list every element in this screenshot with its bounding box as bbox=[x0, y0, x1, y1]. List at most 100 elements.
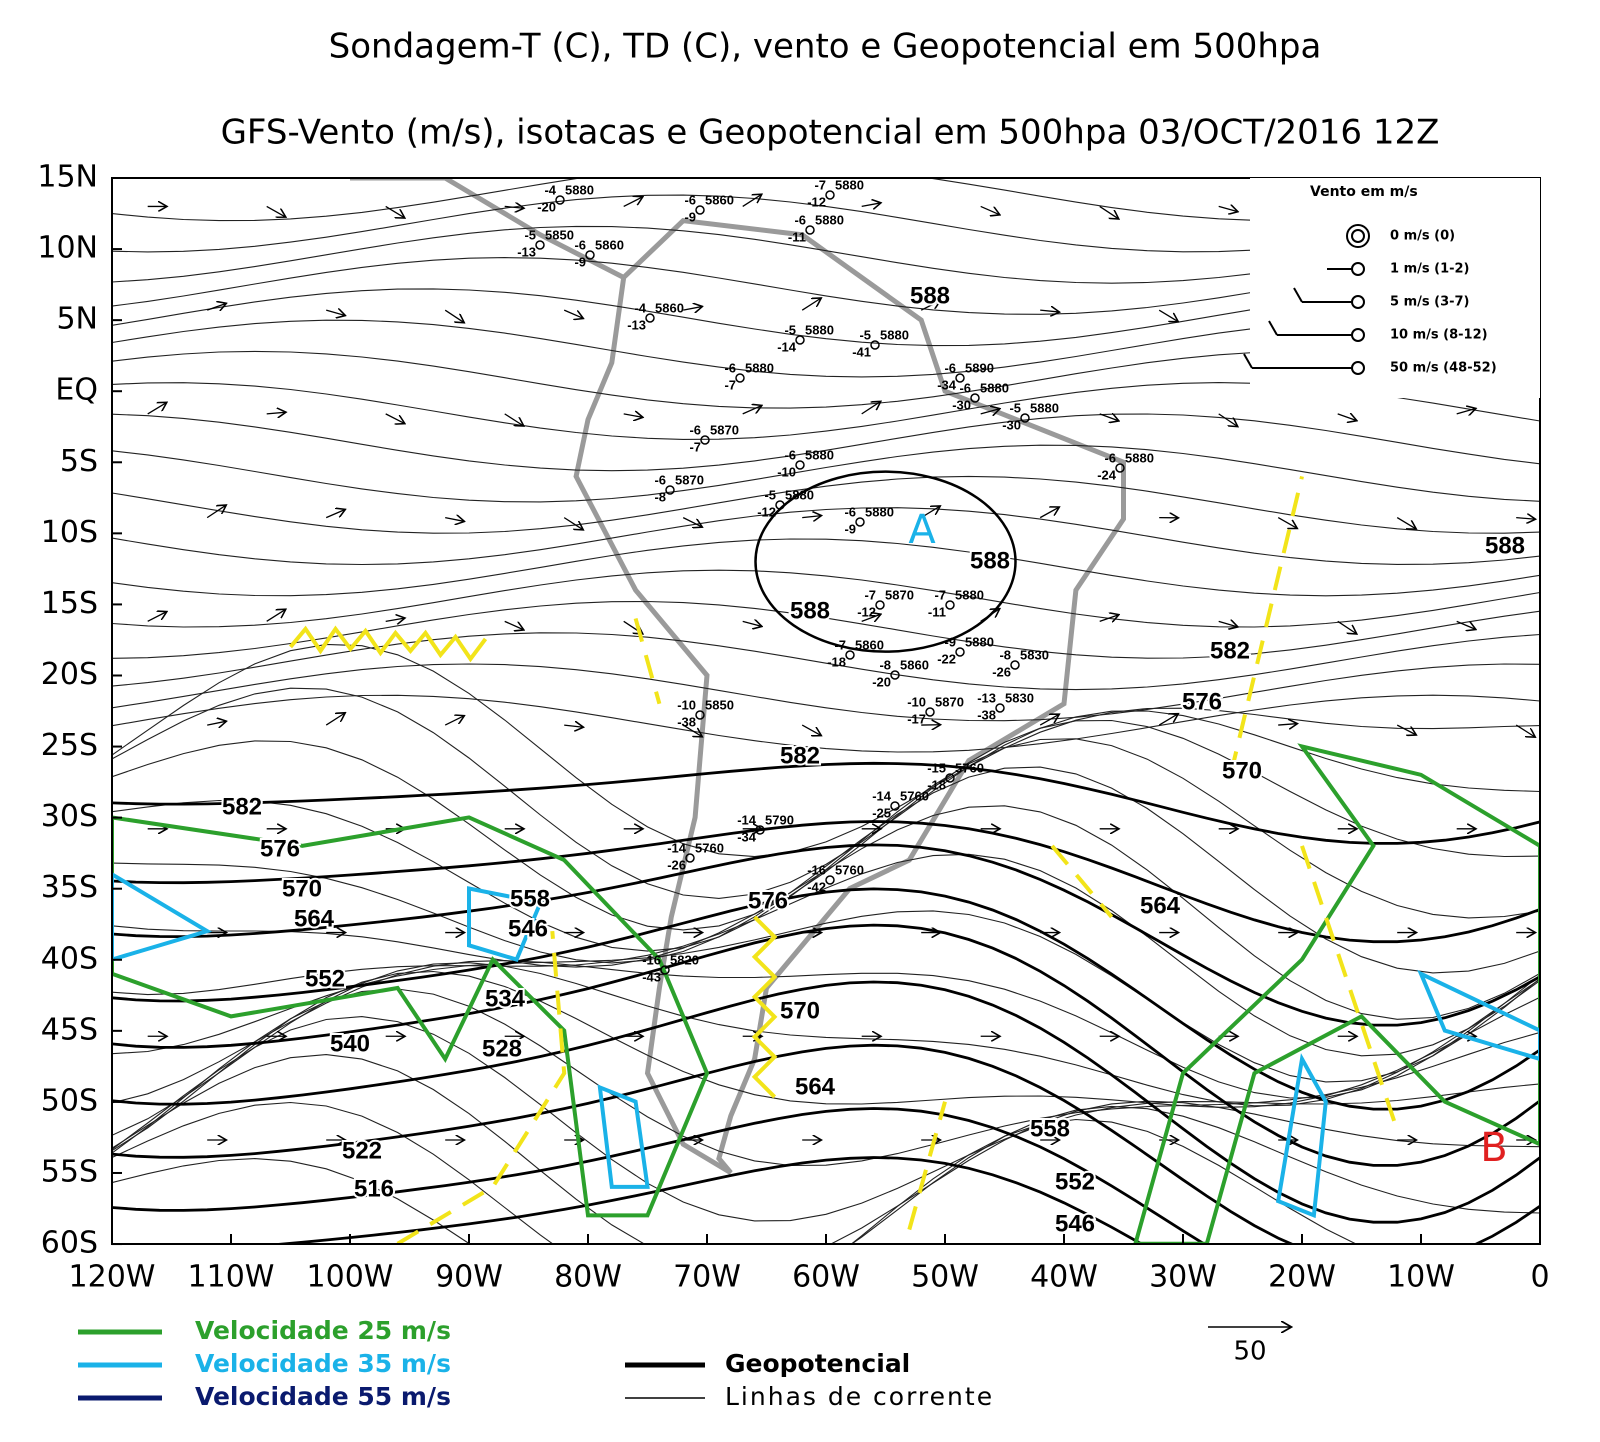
station-temp: -6 bbox=[574, 237, 586, 252]
lat-label: 10S bbox=[41, 515, 98, 550]
station-dewpoint: -24 bbox=[1097, 467, 1117, 482]
station-dewpoint: -12 bbox=[857, 604, 876, 619]
lon-label: 120W bbox=[69, 1260, 156, 1295]
station-dewpoint: -20 bbox=[872, 674, 891, 689]
wind-arrow bbox=[207, 721, 225, 725]
station-temp: -13 bbox=[977, 690, 996, 705]
station-temp: -6 bbox=[654, 472, 666, 487]
station-height: 5880 bbox=[955, 587, 984, 602]
wind-arrow bbox=[1219, 414, 1237, 426]
contour-label: 558 bbox=[510, 885, 550, 912]
wind-arrow bbox=[267, 206, 285, 216]
station-height: 5880 bbox=[785, 487, 814, 502]
station-temp: -8 bbox=[999, 647, 1011, 662]
station-temp: -4 bbox=[634, 300, 646, 315]
station-dewpoint: -18 bbox=[927, 777, 946, 792]
contour-label: 558 bbox=[1030, 1115, 1070, 1142]
wind-arrow bbox=[1159, 310, 1177, 321]
lat-label: 25S bbox=[41, 728, 98, 763]
lat-label: EQ bbox=[55, 373, 98, 408]
wind-arrow bbox=[1278, 724, 1296, 725]
station-height: 5830 bbox=[1005, 690, 1034, 705]
contour-label: 546 bbox=[508, 915, 548, 942]
station-height: 5860 bbox=[655, 300, 684, 315]
station-dewpoint: -38 bbox=[677, 714, 696, 729]
station bbox=[826, 191, 834, 199]
station-dewpoint: -7 bbox=[689, 439, 701, 454]
station bbox=[826, 876, 834, 884]
lon-label: 100W bbox=[307, 1260, 394, 1295]
subtitle: GFS-Vento (m/s), isotacas e Geopotencial… bbox=[221, 113, 1440, 153]
wind-arrow bbox=[1338, 621, 1356, 633]
station-height: 5880 bbox=[805, 322, 834, 337]
contour-label: 522 bbox=[342, 1137, 382, 1164]
contour-label: 570 bbox=[1222, 757, 1262, 784]
station-height: 5760 bbox=[835, 862, 864, 877]
wind-arrow bbox=[267, 412, 285, 414]
station-temp: -6 bbox=[689, 422, 701, 437]
station bbox=[1011, 661, 1019, 669]
isotach bbox=[112, 874, 207, 959]
station-dewpoint: -13 bbox=[517, 244, 536, 259]
station-temp: -16 bbox=[642, 952, 661, 967]
contour-label: 570 bbox=[780, 997, 820, 1024]
wind-arrow bbox=[624, 197, 642, 206]
wind-arrow bbox=[445, 310, 463, 322]
station-dewpoint: -18 bbox=[827, 654, 846, 669]
station-dewpoint: -42 bbox=[807, 879, 826, 894]
station-dewpoint: -43 bbox=[642, 969, 661, 984]
wind-arrow bbox=[862, 203, 880, 206]
station-height: 5880 bbox=[745, 360, 774, 375]
station-temp: -7 bbox=[814, 177, 826, 192]
station-dewpoint: -8 bbox=[654, 489, 666, 504]
station-height: 5870 bbox=[935, 694, 964, 709]
legend-label: 50 m/s (48-52) bbox=[1390, 361, 1497, 376]
legend-label: Linhas de corrente bbox=[725, 1382, 994, 1411]
station bbox=[796, 461, 804, 469]
contour-label: 564 bbox=[1140, 892, 1181, 919]
station bbox=[946, 601, 954, 609]
station-height: 5760 bbox=[900, 788, 929, 803]
station bbox=[871, 341, 879, 349]
station-dewpoint: -30 bbox=[1002, 417, 1021, 432]
station-temp: -7 bbox=[934, 587, 946, 602]
streamline bbox=[112, 1120, 1540, 1333]
wind-arrow bbox=[505, 621, 523, 629]
wind-arrow bbox=[1040, 310, 1058, 312]
station-height: 5880 bbox=[980, 380, 1009, 395]
contour-label: 588 bbox=[790, 597, 830, 624]
legend-label: 0 m/s (0) bbox=[1390, 229, 1455, 244]
station bbox=[556, 196, 564, 204]
station-dewpoint: -34 bbox=[937, 377, 957, 392]
station-dewpoint: -12 bbox=[807, 194, 826, 209]
station bbox=[646, 314, 654, 322]
streamline bbox=[112, 664, 1540, 721]
station-temp: -5 bbox=[764, 487, 776, 502]
station-height: 5880 bbox=[965, 634, 994, 649]
legend-label: Geopotencial bbox=[725, 1349, 910, 1378]
lon-label: 70W bbox=[673, 1260, 741, 1295]
scale-label: 50 bbox=[1233, 1337, 1266, 1367]
station bbox=[876, 601, 884, 609]
lat-label: 60S bbox=[41, 1226, 98, 1261]
wind-arrow bbox=[802, 725, 820, 735]
wind-arrow bbox=[802, 299, 820, 311]
geopotential-line bbox=[112, 763, 1540, 843]
isotach bbox=[1278, 1059, 1326, 1215]
station-dewpoint: -9 bbox=[574, 254, 586, 269]
station bbox=[736, 374, 744, 382]
station-height: 5850 bbox=[545, 227, 574, 242]
station bbox=[926, 708, 934, 716]
wind-arrow bbox=[445, 716, 463, 725]
trough-axis bbox=[636, 619, 660, 704]
lon-label: 60W bbox=[792, 1260, 860, 1295]
lon-label: 0 bbox=[1530, 1260, 1549, 1295]
trough-axis bbox=[755, 917, 775, 1097]
lon-label: 40W bbox=[1030, 1260, 1098, 1295]
wind-arrow bbox=[148, 612, 166, 621]
title: Sondagem-T (C), TD (C), vento e Geopoten… bbox=[329, 27, 1322, 67]
legend-label: 10 m/s (8-12) bbox=[1390, 328, 1488, 343]
station-height: 5880 bbox=[805, 447, 834, 462]
pressure-center: B bbox=[1480, 1125, 1507, 1171]
